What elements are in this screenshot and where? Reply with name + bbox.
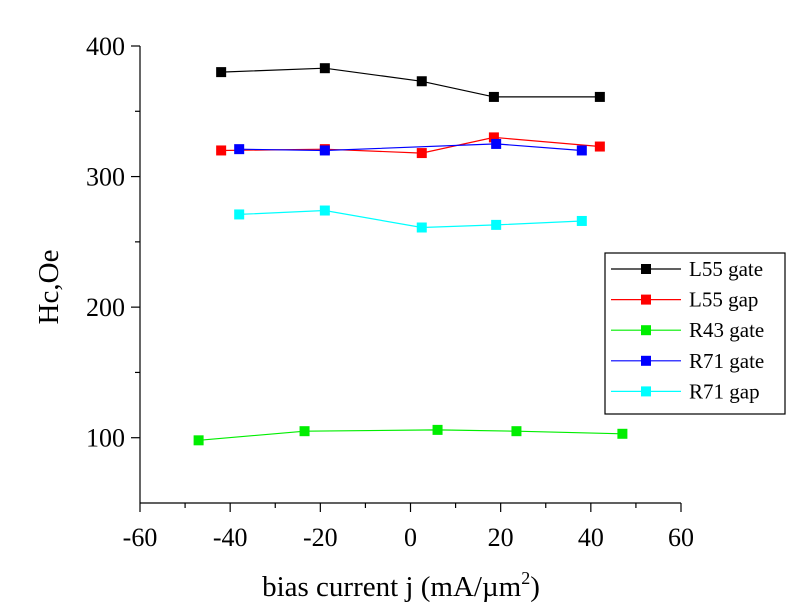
y-tick-label: 300 bbox=[86, 163, 125, 192]
x-axis-title-superscript: 2 bbox=[521, 568, 530, 588]
series bbox=[216, 63, 605, 102]
data-point bbox=[299, 426, 310, 437]
y-tick-label: 400 bbox=[86, 32, 125, 61]
series-group bbox=[193, 63, 628, 446]
data-point bbox=[432, 424, 443, 435]
x-tick-label: -20 bbox=[303, 523, 338, 552]
data-point bbox=[511, 426, 522, 437]
legend-marker bbox=[641, 294, 651, 305]
data-point bbox=[416, 222, 427, 233]
data-point bbox=[488, 91, 499, 102]
series-line bbox=[239, 143, 582, 152]
data-point bbox=[416, 76, 427, 87]
data-point bbox=[491, 219, 502, 230]
data-point bbox=[193, 435, 204, 446]
series bbox=[193, 424, 628, 446]
y-axis-title: Hc,Oe bbox=[33, 250, 65, 325]
legend-marker bbox=[641, 325, 651, 336]
data-point bbox=[319, 63, 330, 74]
axes: -60 -40 -20 0 20 40 60 100 200 300 400 bbox=[86, 32, 694, 552]
legend-box bbox=[604, 252, 786, 415]
x-tick-label: 40 bbox=[578, 523, 604, 552]
legend-marker bbox=[641, 264, 651, 274]
data-point bbox=[234, 209, 245, 220]
legend: L55 gate L55 gap R43 gate R71 gate R71 gap bbox=[604, 252, 786, 415]
legend-label: L55 gate bbox=[689, 257, 763, 281]
data-point bbox=[216, 145, 227, 156]
legend-label: R71 gap bbox=[689, 379, 760, 403]
x-tick-label: 20 bbox=[488, 523, 514, 552]
legend-marker bbox=[641, 355, 651, 366]
series bbox=[234, 205, 587, 233]
data-point bbox=[594, 141, 605, 152]
data-point bbox=[216, 67, 227, 78]
series bbox=[234, 138, 587, 156]
x-axis-title: bias current j (mA/µm2) bbox=[262, 568, 540, 603]
x-axis-title-close: ) bbox=[530, 571, 540, 603]
x-tick-label: 0 bbox=[404, 523, 417, 552]
y-tick-label: 200 bbox=[86, 293, 125, 322]
data-point bbox=[234, 144, 245, 155]
legend-label: L55 gap bbox=[689, 288, 758, 312]
legend-label: R71 gate bbox=[689, 349, 764, 373]
data-point bbox=[488, 132, 499, 143]
legend-label: R43 gate bbox=[689, 318, 764, 342]
x-tick-label: -40 bbox=[213, 523, 248, 552]
data-point bbox=[617, 428, 628, 439]
x-tick-label: 60 bbox=[668, 523, 694, 552]
data-point bbox=[594, 91, 605, 102]
legend-marker bbox=[641, 386, 651, 397]
x-axis-title-main: bias current j (mA/µm bbox=[262, 571, 522, 603]
data-point bbox=[491, 138, 502, 149]
data-point bbox=[576, 145, 587, 156]
y-tick-label: 100 bbox=[86, 424, 125, 453]
x-tick-label: -60 bbox=[123, 523, 158, 552]
data-point bbox=[416, 148, 427, 159]
data-point bbox=[319, 145, 330, 156]
data-point bbox=[319, 205, 330, 216]
data-point bbox=[576, 215, 587, 226]
